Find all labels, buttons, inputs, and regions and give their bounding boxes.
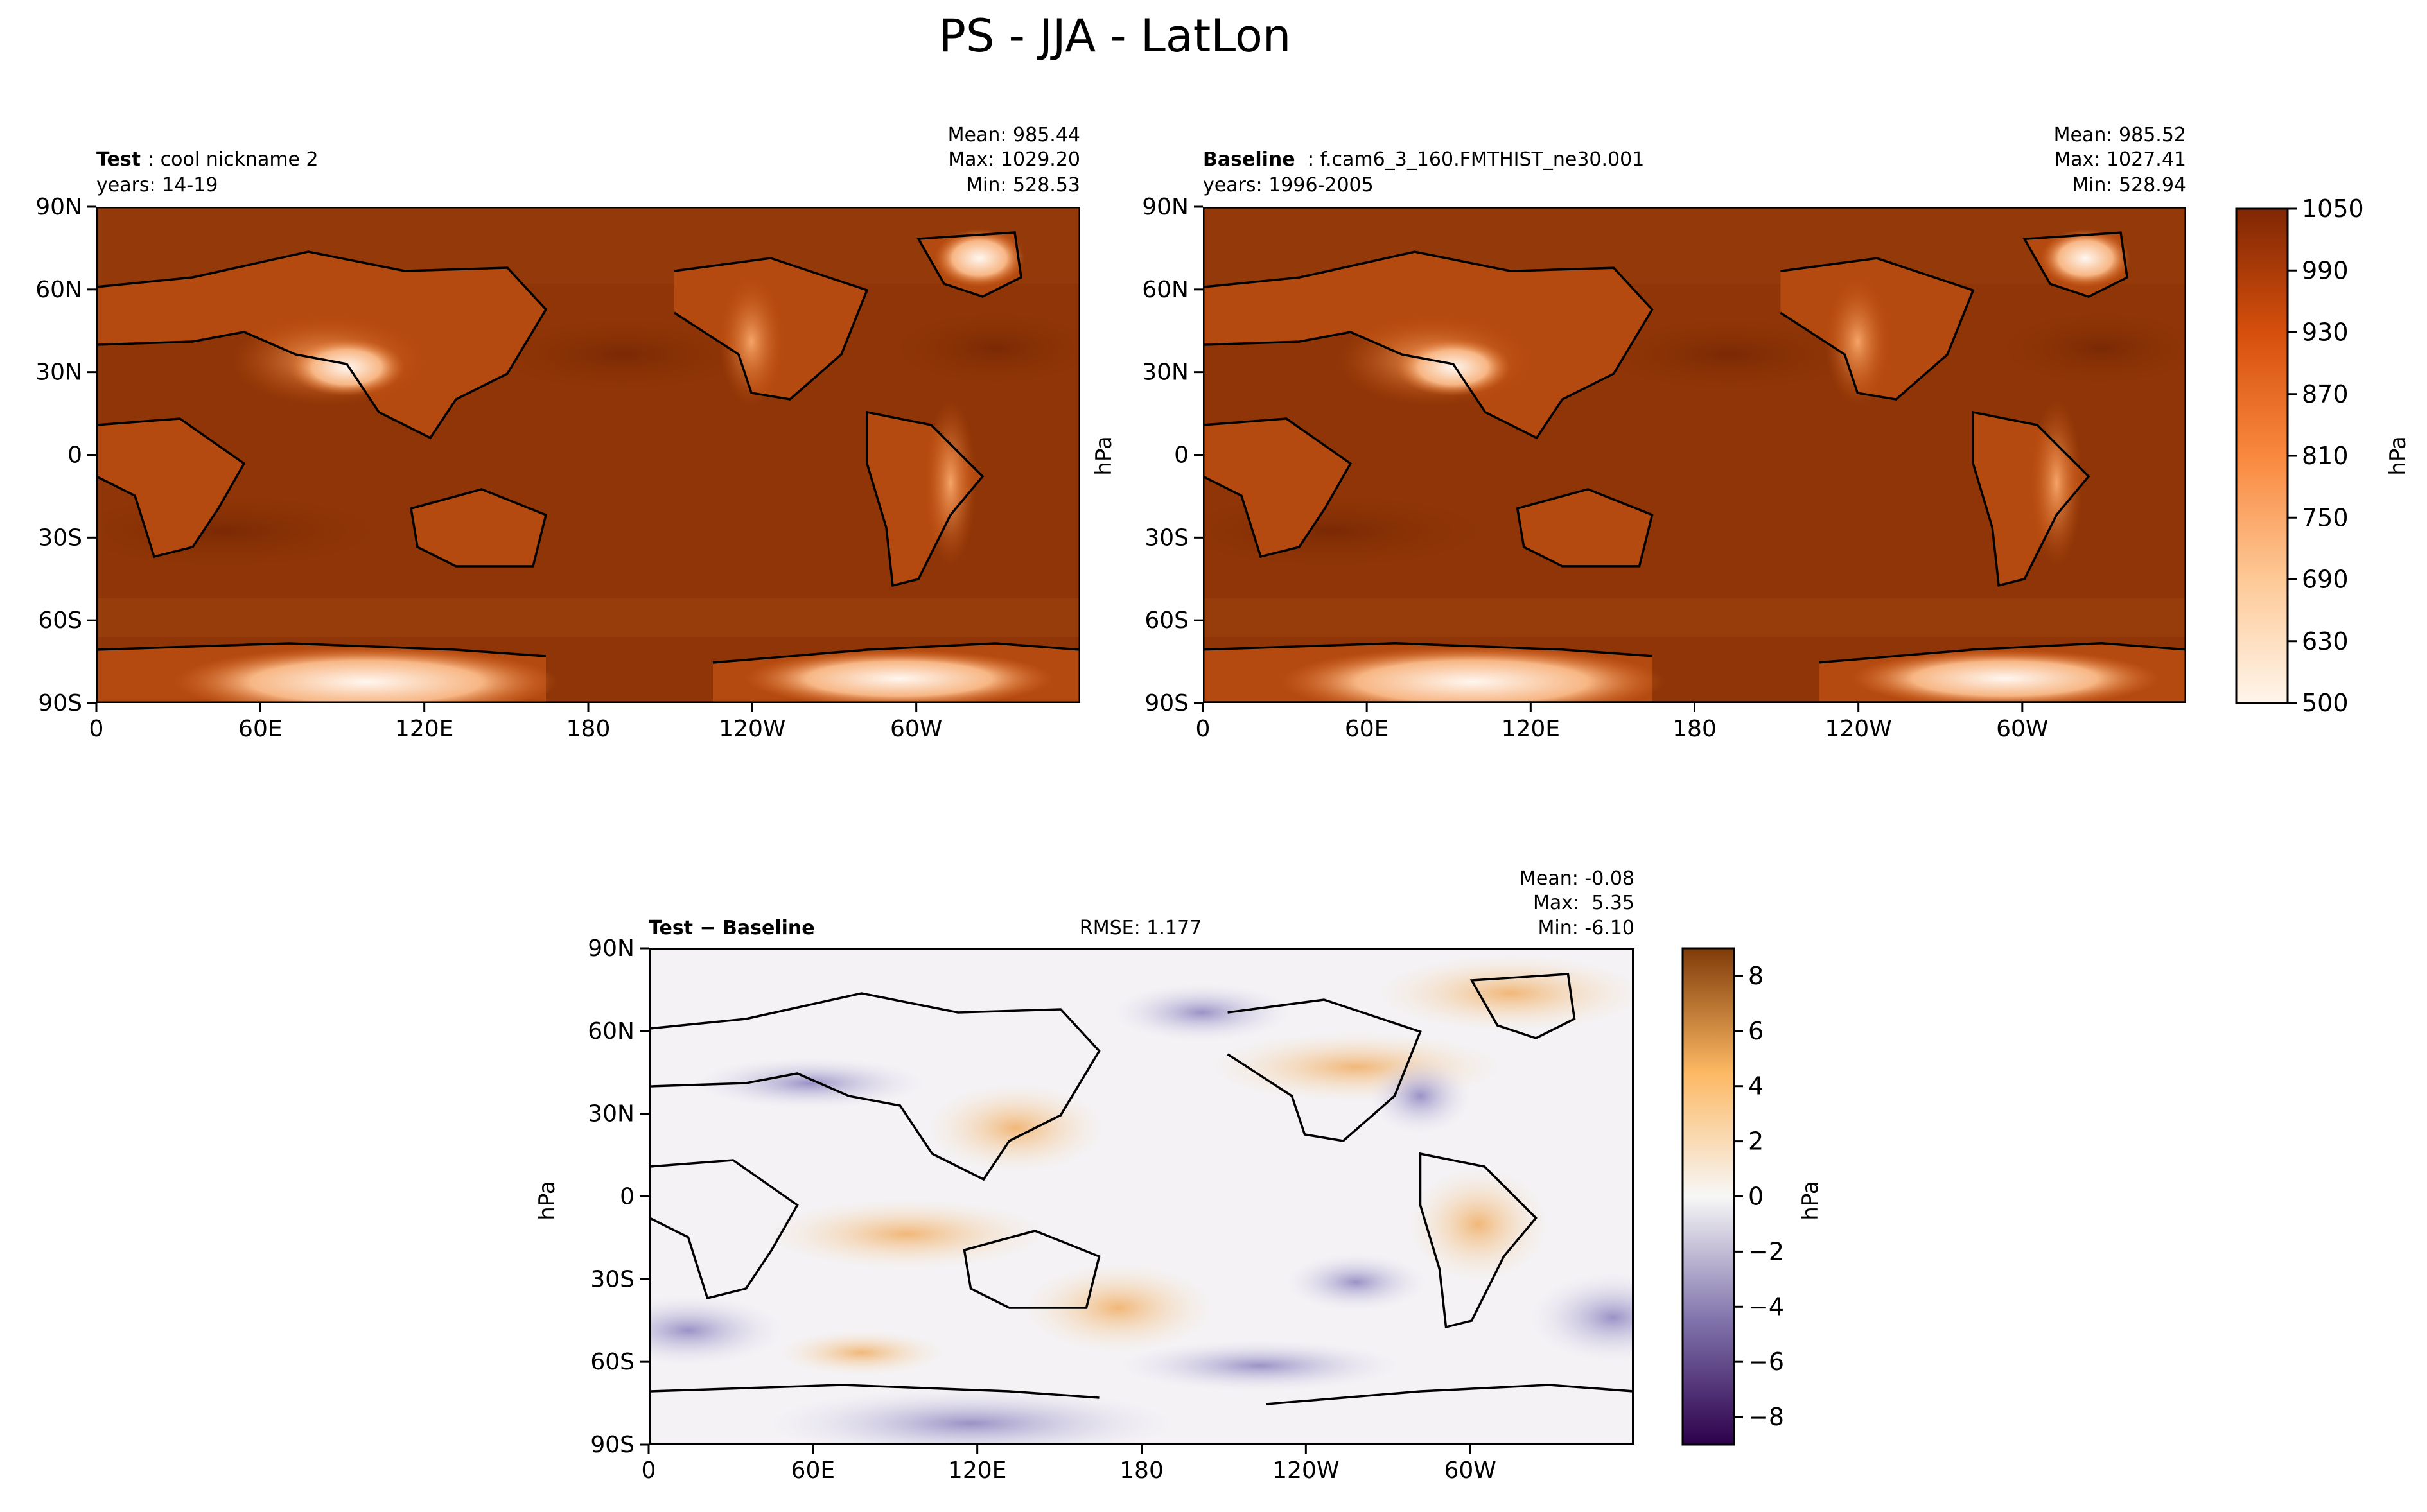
colorbar-difference-ramp [1681,947,1735,1446]
colorbar-difference: 8 6 4 2 0 −2 −4 −6 −8 hPa [1681,947,1823,1446]
panel-difference-label: Test − Baseline [649,917,815,939]
colorbar-tick-label: 810 [2302,442,2349,470]
colorbar-difference-label: hPa [1798,1181,1823,1220]
y-tick-label: 60N [1142,277,1189,303]
colorbar-tick-label: 2 [1748,1127,1764,1156]
panel-difference-stat-max: Max: 5.35 [1533,892,1634,914]
panel-baseline: Baseline : f.cam6_3_160.FMTHIST_ne30.001… [1091,124,2411,742]
x-tick-label: 0 [1196,716,1211,742]
colorbar-tick-label: 870 [2302,380,2349,408]
y-tick-label: 30S [38,525,82,551]
panel-difference-ylabel: hPa [534,1181,560,1220]
x-tick-label: 120W [1825,716,1892,742]
colorbar-absolute: 1050 990 930 870 810 750 690 630 500 hPa [2235,195,2411,717]
y-tick-label: 30N [1142,360,1189,386]
colorbar-tick-label: 6 [1748,1017,1764,1045]
y-tick-label: 30S [1144,525,1189,551]
colorbar-tick-label: 930 [2302,318,2349,347]
colorbar-absolute-label: hPa [2385,436,2411,475]
y-tick-label: 60S [38,607,82,634]
panel-test-map [96,207,1080,703]
y-tick-label: 0 [620,1184,635,1210]
y-tick-label: 90N [1142,194,1189,220]
colorbar-tick-label: 750 [2302,503,2349,532]
y-tick-label: 30S [590,1266,635,1292]
x-tick-label: 180 [566,716,611,742]
x-tick-label: 180 [1672,716,1717,742]
y-tick-label: 90S [590,1432,635,1458]
y-tick-label: 30N [588,1101,635,1127]
panel-test-label-bold: Test [96,148,141,171]
panel-baseline-label-bold: Baseline [1203,148,1295,171]
x-tick-label: 60W [1444,1457,1496,1484]
colorbar-tick-label: 8 [1748,962,1764,990]
y-tick-label: 0 [1174,442,1189,469]
x-tick-label: 0 [89,716,104,742]
panel-baseline-years: years: 1996-2005 [1203,174,1374,196]
colorbar-tick-label: −2 [1748,1237,1784,1265]
panel-difference: Test − Baseline RMSE: 1.177 Mean: -0.08 … [534,867,1823,1484]
panel-test: Test : cool nickname 2 years: 14-19 Mean… [35,124,1080,742]
colorbar-tick-label: 630 [2302,627,2349,656]
x-tick-label: 120E [1502,716,1560,742]
panel-baseline-ylabel: hPa [1091,436,1117,475]
colorbar-tick-label: 4 [1748,1072,1764,1100]
x-tick-label: 120W [719,716,785,742]
x-tick-label: 120E [395,716,453,742]
x-tick-label: 60E [238,716,283,742]
panel-test-years: years: 14-19 [96,174,218,196]
y-tick-label: 60N [588,1018,635,1045]
x-tick-label: 60E [791,1457,836,1484]
panel-difference-stat-mean: Mean: -0.08 [1520,867,1634,890]
panel-baseline-stat-max: Max: 1027.41 [2054,148,2186,171]
panel-baseline-stat-mean: Mean: 985.52 [2054,124,2186,146]
colorbar-tick-label: −8 [1748,1403,1784,1431]
colorbar-absolute-ramp [2235,207,2289,704]
x-tick-label: 180 [1119,1457,1164,1484]
figure-title: PS - JJA - LatLon [939,10,1291,62]
colorbar-tick-label: 500 [2302,689,2349,717]
y-tick-label: 90N [35,194,82,220]
y-tick-label: 90S [38,690,82,717]
panel-test-label-rest: : cool nickname 2 [148,148,319,171]
x-tick-label: 60E [1345,716,1389,742]
x-tick-label: 120E [948,1457,1006,1484]
colorbar-tick-label: 0 [1748,1183,1764,1211]
panel-test-stat-mean: Mean: 985.44 [948,124,1080,146]
colorbar-tick-label: 990 [2302,256,2349,284]
y-tick-label: 0 [67,442,82,469]
panel-difference-map [649,948,1634,1445]
y-tick-label: 30N [35,360,82,386]
x-tick-label: 60W [1996,716,2048,742]
y-tick-label: 60S [1144,607,1189,634]
panel-test-stat-max: Max: 1029.20 [948,148,1080,171]
colorbar-tick-label: 1050 [2302,195,2364,223]
x-tick-label: 120W [1272,1457,1339,1484]
x-tick-label: 60W [890,716,942,742]
y-tick-label: 90S [1144,690,1189,717]
colorbar-tick-label: −4 [1748,1292,1784,1321]
panel-baseline-stat-min: Min: 528.94 [2072,174,2186,196]
panel-baseline-label-rest: : f.cam6_3_160.FMTHIST_ne30.001 [1308,148,1644,171]
y-tick-label: 60N [35,277,82,303]
y-tick-label: 90N [588,935,635,962]
panel-test-stat-min: Min: 528.53 [966,174,1080,196]
x-tick-label: 0 [642,1457,656,1484]
panel-difference-rmse: RMSE: 1.177 [1080,917,1202,939]
colorbar-tick-label: −6 [1748,1348,1784,1376]
colorbar-tick-label: 690 [2302,566,2349,594]
y-tick-label: 60S [590,1349,635,1375]
panel-baseline-map [1203,207,2186,703]
panel-difference-stat-min: Min: -6.10 [1538,917,1635,939]
